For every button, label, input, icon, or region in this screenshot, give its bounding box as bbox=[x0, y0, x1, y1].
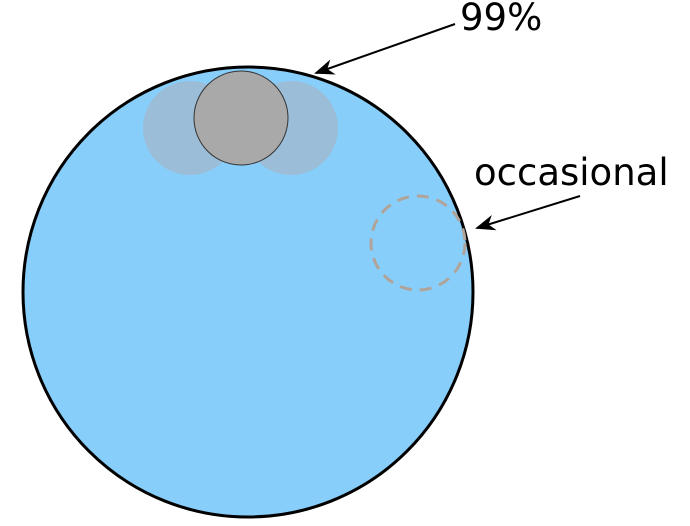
label-99-percent: 99% bbox=[460, 0, 542, 39]
dashed-circle bbox=[369, 194, 467, 292]
arrow-top bbox=[314, 23, 456, 75]
big-circle bbox=[21, 65, 475, 519]
label-occasional: occasional bbox=[474, 151, 669, 194]
gray-ball bbox=[193, 70, 289, 166]
arrow-side bbox=[475, 195, 581, 231]
